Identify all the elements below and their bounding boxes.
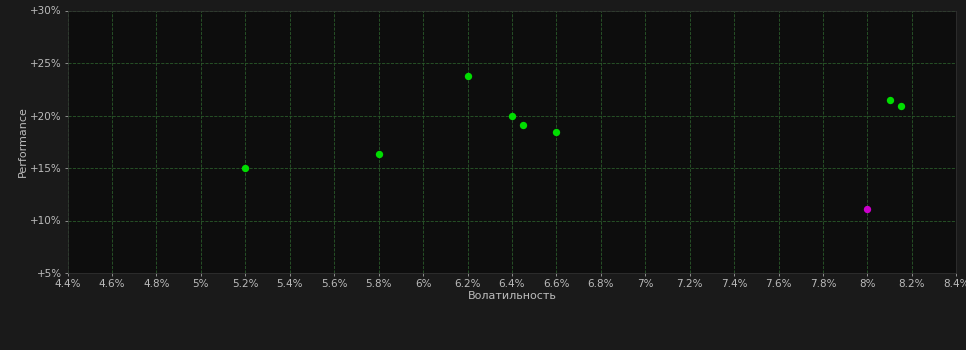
Point — [504, 113, 520, 118]
Point — [238, 165, 253, 171]
Y-axis label: Performance: Performance — [17, 106, 28, 177]
Point — [893, 103, 908, 109]
Point — [860, 206, 875, 212]
Point — [371, 152, 386, 157]
X-axis label: Волатильность: Волатильность — [468, 291, 556, 301]
Point — [515, 122, 530, 128]
Point — [882, 97, 897, 103]
Point — [549, 130, 564, 135]
Point — [460, 73, 475, 78]
